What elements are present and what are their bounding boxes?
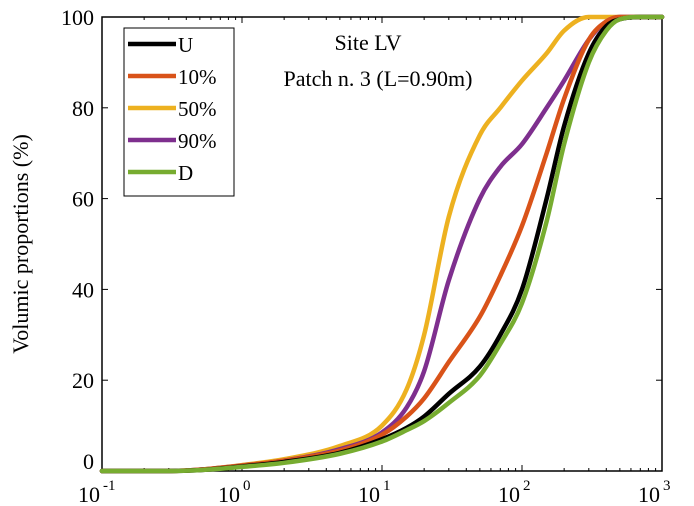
x-tick-label-exponent: 2 — [523, 478, 531, 494]
series-layer — [99, 14, 665, 474]
legend-label: 90% — [178, 129, 217, 153]
y-tick-label: 20 — [72, 368, 94, 393]
legend-label: 50% — [178, 97, 217, 121]
y-tick-label: 100 — [61, 5, 94, 30]
x-tick-label-base: 10 — [78, 482, 100, 506]
series-line-5 — [99, 14, 665, 474]
y-tick-label: 40 — [72, 277, 94, 302]
legend-label: D — [178, 161, 193, 185]
x-tick-label-exponent: 0 — [243, 478, 251, 494]
x-tick-label-exponent: 3 — [663, 478, 671, 494]
chart-title: Site LV — [334, 30, 401, 55]
x-tick-label-exponent: 1 — [383, 478, 391, 494]
x-tick-label-exponent: -1 — [103, 478, 116, 494]
x-axis: 10 -1 10 0 10 1 10 2 10 3 — [78, 17, 671, 506]
legend-label: 10% — [178, 65, 217, 89]
y-tick-label: 60 — [72, 187, 94, 212]
legend-box — [123, 27, 235, 197]
y-tick-label: 80 — [72, 96, 94, 121]
x-tick-label-base: 10 — [358, 482, 380, 506]
legend: U 10% 50% 90% D — [123, 27, 235, 197]
x-tick-label-base: 10 — [498, 482, 520, 506]
chart-subtitle: Patch n. 3 (L=0.90m) — [284, 66, 473, 91]
y-tick-label: 0 — [83, 449, 94, 474]
legend-label: U — [178, 33, 193, 57]
y-axis-label: Volumic proportions (%) — [8, 134, 33, 354]
x-tick-label-base: 10 — [218, 482, 240, 506]
x-tick-label-base: 10 — [638, 482, 660, 506]
